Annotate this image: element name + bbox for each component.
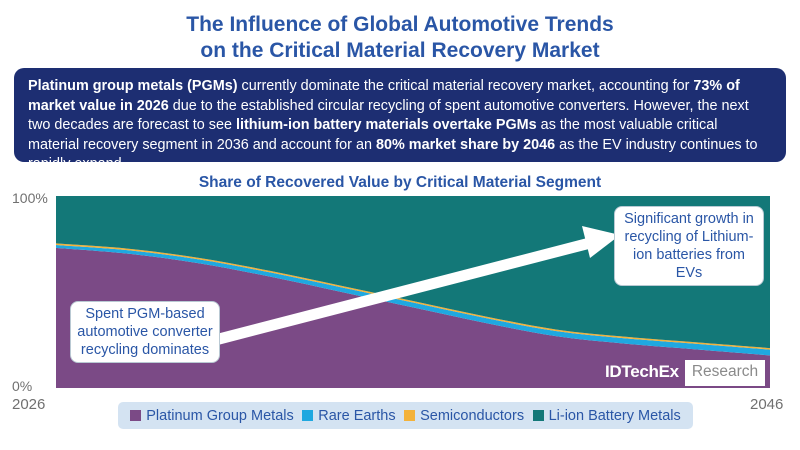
trend-arrow-head (582, 226, 620, 258)
trend-arrow (194, 226, 620, 351)
brand-sub: Research (684, 360, 766, 386)
title-line-1: The Influence of Global Automotive Trend… (186, 13, 614, 36)
chart-title: Share of Recovered Value by Critical Mat… (198, 174, 602, 191)
summary-box: Platinum group metals (PGMs) currently d… (14, 68, 786, 172)
callout-li-ion: Significant growth in recycling of Lithi… (614, 206, 764, 286)
summary-highlight: Platinum group metals (PGMs) (28, 78, 238, 94)
legend-swatch-pgm (130, 410, 142, 421)
legend-label: Platinum Group Metals (146, 407, 294, 424)
legend-swatch-rare-earths (302, 410, 314, 421)
summary-highlight: 73% of market value in 2026 (28, 78, 740, 114)
summary-text: as the most valuable critical material r… (28, 117, 718, 153)
callout-pgm: Spent PGM-based automotive converter rec… (70, 301, 220, 363)
brand-name: IDTechEx (605, 362, 679, 381)
y-tick-label-bottom: 0% (12, 378, 33, 394)
area-pgm (56, 247, 770, 388)
summary-text: currently dominate the critical material… (237, 78, 694, 94)
legend-item-li-ion: Li-ion Battery Metals (532, 407, 681, 424)
title-line-2: on the Critical Material Recovery Market (200, 39, 600, 62)
chart-legend: Platinum Group Metals Rare Earths Semico… (118, 402, 693, 429)
legend-swatch-li-ion (532, 410, 544, 421)
idtechex-logo: IDTechEx Research (601, 360, 766, 386)
legend-item-rare-earths: Rare Earths (302, 407, 396, 424)
legend-label: Semiconductors (420, 407, 525, 424)
x-tick-label-start: 2026 (12, 396, 46, 413)
summary-text: due to the established circular recyclin… (28, 97, 749, 134)
legend-item-semiconductors: Semiconductors (404, 408, 524, 424)
summary-text: as the EV industry continues to rapidly … (28, 136, 758, 173)
x-tick-label-end: 2046 (750, 396, 784, 413)
area-rare-earths (56, 244, 770, 356)
trend-arrow-shaft (194, 237, 592, 351)
legend-swatch-semiconductors (404, 410, 416, 421)
legend-item-pgm: Platinum Group Metals (130, 407, 294, 424)
summary-highlight: 80% market share by 2046 (375, 136, 556, 153)
summary-highlight: lithium-ion battery materials overtake P… (235, 117, 537, 133)
y-tick-label-top: 100% (12, 190, 48, 206)
legend-label: Rare Earths (318, 407, 396, 424)
legend-label: Li-ion Battery Metals (548, 407, 681, 424)
page-title: The Influence of Global Automotive Trend… (0, 12, 800, 64)
